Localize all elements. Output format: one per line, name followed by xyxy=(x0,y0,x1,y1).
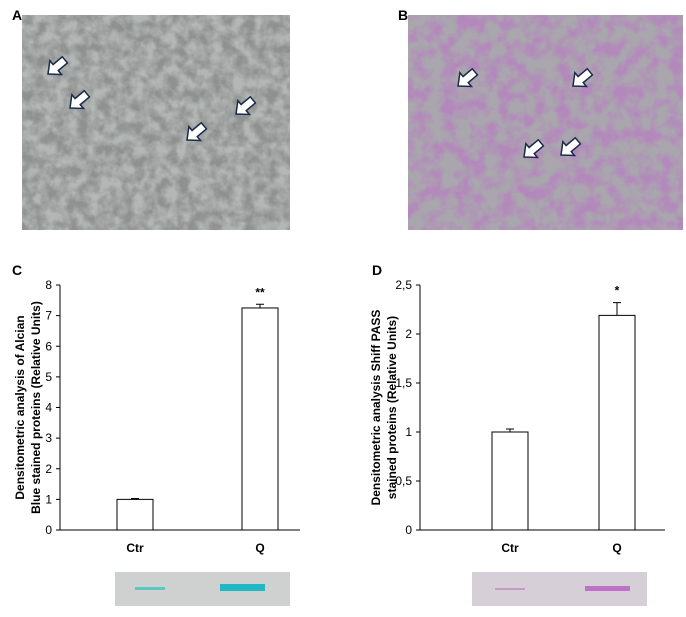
y-axis-label: Densitometric analysis Shiff PASS xyxy=(369,310,383,506)
error-bar xyxy=(613,302,621,316)
x-tick-label: Ctr xyxy=(501,541,519,555)
y-axis-label: Densitometric analysis of Alcian xyxy=(13,315,27,499)
x-tick-label: Q xyxy=(612,541,621,555)
panel-label: B xyxy=(398,7,408,23)
y-tick-label: 0 xyxy=(405,523,412,537)
y-axis-label: stained proteins (Relative Units) xyxy=(385,316,399,499)
y-tick-label: 2 xyxy=(405,327,412,341)
error-bar xyxy=(256,303,264,308)
x-tick-label: Q xyxy=(255,541,264,555)
panel-label: A xyxy=(12,7,22,23)
y-axis-label: Blue stained proteins (Relative Units) xyxy=(29,301,43,514)
y-tick-label: 5 xyxy=(45,370,52,384)
y-tick-label: 2 xyxy=(45,462,52,476)
error-bar xyxy=(131,497,139,500)
blot-c xyxy=(115,572,290,606)
y-tick-label: 0,5 xyxy=(395,474,412,488)
y-tick-label: 7 xyxy=(45,309,52,323)
significance: ** xyxy=(255,285,265,299)
micrograph-a xyxy=(22,15,290,230)
blot-d xyxy=(472,572,647,606)
bar xyxy=(116,498,154,531)
y-tick-label: 1 xyxy=(45,492,52,506)
y-tick-label: 8 xyxy=(45,278,52,292)
panel-label: C xyxy=(12,262,22,278)
y-tick-label: 1 xyxy=(405,425,412,439)
y-tick-label: 4 xyxy=(45,401,52,415)
significance: * xyxy=(615,284,620,298)
panel-label: D xyxy=(372,262,382,278)
micrograph-b xyxy=(408,15,683,230)
y-tick-label: 6 xyxy=(45,339,52,353)
bar xyxy=(491,431,529,531)
y-tick-label: 0 xyxy=(45,523,52,537)
y-tick-label: 1,5 xyxy=(395,376,412,390)
bar xyxy=(598,314,636,531)
y-tick-label: 2,5 xyxy=(395,278,412,292)
bar xyxy=(241,307,279,531)
x-tick-label: Ctr xyxy=(126,541,144,555)
error-bar xyxy=(506,428,514,432)
y-tick-label: 3 xyxy=(45,431,52,445)
